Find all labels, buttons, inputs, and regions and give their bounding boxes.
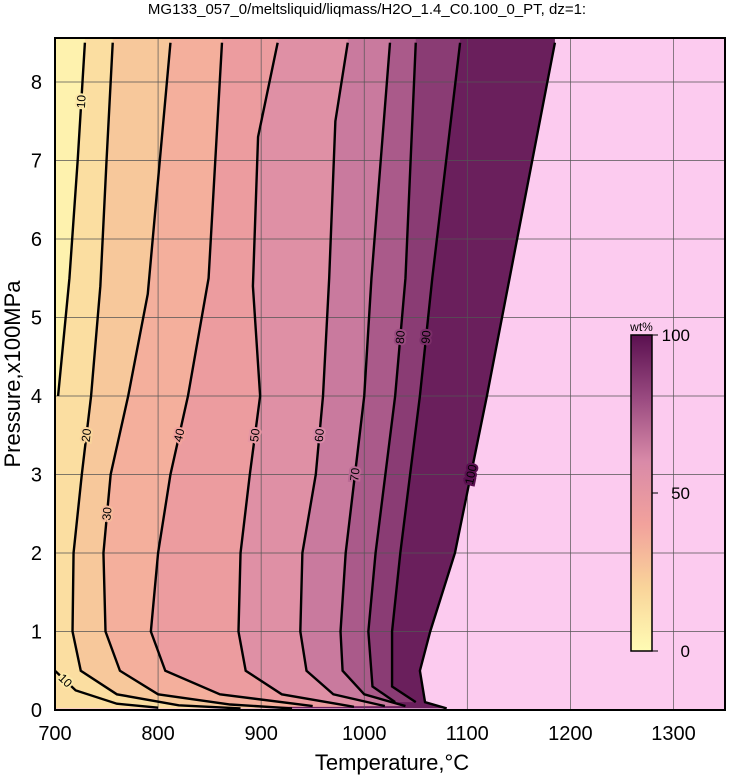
colorbar-tick-label: 0 xyxy=(681,642,690,661)
contour-fill xyxy=(55,38,85,396)
y-tick-label: 7 xyxy=(31,150,42,172)
contour-line xyxy=(237,42,355,709)
contour-label: 20 xyxy=(79,427,95,442)
x-tick-label: 1100 xyxy=(446,723,489,745)
contour-line xyxy=(71,42,241,710)
contour-line xyxy=(418,42,557,710)
contour-label: 30 xyxy=(99,506,114,521)
contour-label: 10 xyxy=(74,94,89,109)
contour-line xyxy=(390,42,462,704)
chart-title: MG133_057_0/meltsliquid/liqmass/H2O_1.4_… xyxy=(148,1,586,18)
contour-fill xyxy=(55,38,241,709)
contour-line xyxy=(56,42,87,397)
contour-line xyxy=(102,42,293,710)
y-tick-label: 4 xyxy=(31,386,42,408)
y-tick-label: 1 xyxy=(31,621,42,643)
x-tick-label: 1000 xyxy=(342,723,387,745)
contour-label: 70 xyxy=(347,467,363,482)
colorbar-tick-label: 50 xyxy=(671,484,690,503)
contour-line xyxy=(367,42,417,704)
contour-line xyxy=(299,42,386,708)
contour-label: 100 xyxy=(462,463,480,486)
contour-label: 60 xyxy=(312,428,327,443)
y-axis-label: Pressure,x100MPa xyxy=(0,280,25,468)
contour-fill xyxy=(55,38,293,709)
contour-label: 50 xyxy=(247,427,263,442)
contour-label: 90 xyxy=(418,329,433,344)
x-axis-label: Temperature,°C xyxy=(315,750,469,775)
x-tick-label: 1300 xyxy=(651,723,696,745)
colorbar-tick-label: 100 xyxy=(662,326,690,345)
x-tick-label: 800 xyxy=(141,723,174,745)
colorbar xyxy=(630,334,653,652)
x-tick-label: 1200 xyxy=(548,723,593,745)
contour-line xyxy=(339,42,406,708)
y-tick-label: 6 xyxy=(31,229,42,251)
x-tick-label: 700 xyxy=(38,723,71,745)
y-tick-label: 0 xyxy=(31,700,42,722)
contour-line xyxy=(55,669,159,709)
y-tick-label: 8 xyxy=(31,72,42,94)
colorbar-label: wt% xyxy=(629,320,653,334)
y-tick-label: 3 xyxy=(31,464,42,486)
contour-label: 80 xyxy=(393,330,408,345)
x-tick-label: 900 xyxy=(244,723,277,745)
y-tick-label: 2 xyxy=(31,543,42,565)
contour-line xyxy=(149,42,313,708)
plot-frame xyxy=(54,37,726,711)
y-tick-label: 5 xyxy=(31,307,42,329)
contour-label: 40 xyxy=(171,427,188,443)
